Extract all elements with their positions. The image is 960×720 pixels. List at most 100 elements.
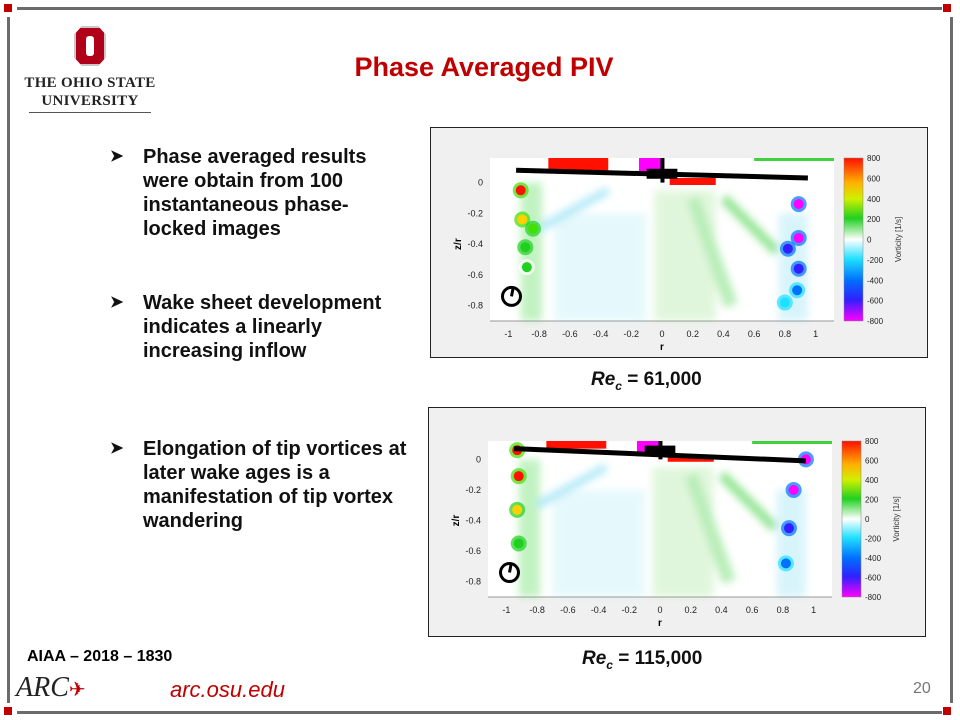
- vorticity-band: [752, 441, 832, 444]
- tip-vortex-core: [779, 297, 790, 308]
- tip-vortex-core: [793, 199, 804, 210]
- frame-right-line: [950, 17, 953, 703]
- logo-line1: THE OHIO STATE: [24, 75, 156, 91]
- phase-clock-hand: [510, 288, 515, 297]
- tip-vortex-column: [518, 459, 541, 597]
- vorticity-region-positive: [548, 158, 609, 171]
- frame-left-line: [7, 17, 10, 703]
- phase-clock-hand: [508, 564, 513, 573]
- wake-region-cyan: [554, 213, 647, 321]
- bullet-text: Elongation of tip vortices at later wake…: [143, 438, 407, 532]
- colorbar-tick-label: 0: [865, 515, 870, 524]
- colorbar-tick-label: -800: [865, 593, 882, 602]
- corner-square: [943, 4, 951, 12]
- wake-region-green: [652, 467, 714, 597]
- bullet-item: ➤ Elongation of tip vortices at later wak…: [110, 437, 410, 533]
- colorbar-label: Vorticity [1/s]: [894, 217, 903, 262]
- tip-vortex-core: [784, 523, 794, 534]
- logo-line2: UNIVERSITY: [29, 92, 151, 113]
- y-tick-label: -0.8: [467, 301, 483, 311]
- vorticity-band: [754, 158, 834, 161]
- colorbar-tick-label: 400: [867, 195, 881, 204]
- x-tick-label: 0.4: [717, 329, 730, 339]
- colorbar-tick-label: -600: [865, 574, 882, 583]
- phase-clock-icon: [499, 562, 520, 584]
- wake-field: [520, 182, 808, 321]
- block-o-icon: [74, 26, 106, 66]
- tip-vortex-core: [782, 243, 793, 254]
- colorbar-tick-label: -600: [867, 297, 884, 306]
- x-tick-label: -0.6: [562, 329, 578, 339]
- vorticity-region-positive: [546, 441, 607, 449]
- arrow-bullet-icon: ➤: [110, 148, 124, 165]
- colorbar-tick-label: 400: [865, 476, 879, 485]
- x-tick-label: -1: [504, 329, 512, 339]
- phase-clock-icon: [501, 285, 522, 307]
- vorticity-region-positive: [669, 177, 716, 185]
- x-axis-label: r: [660, 342, 664, 353]
- x-tick-label: -0.2: [622, 605, 638, 615]
- x-tick-label: -1: [502, 605, 510, 615]
- x-tick-label: 0: [659, 329, 664, 339]
- rotor-shaft: [660, 158, 665, 183]
- x-tick-label: 1: [811, 605, 816, 615]
- frame-bottom-line: [17, 711, 942, 714]
- colorbar-tick-label: -200: [865, 535, 882, 544]
- arrow-bullet-icon: ➤: [110, 294, 124, 311]
- tip-vortex-core: [521, 262, 532, 273]
- rotor-shaft: [658, 441, 663, 460]
- wake-region-green: [654, 190, 716, 321]
- arc-logo: ARC✈: [16, 672, 86, 703]
- x-tick-label: -0.8: [529, 605, 545, 615]
- tip-vortex-core: [515, 185, 526, 196]
- x-tick-label: -0.6: [560, 605, 576, 615]
- bullet-item: ➤ Wake sheet development indicates a line…: [110, 291, 410, 363]
- corner-square: [4, 707, 12, 715]
- piv-plot-re61000: -1 -0.8 -0.6 -0.4 -0.2 0 0.2 0.4 0.6 0.8 1 0 -0.2 -0.…: [430, 127, 928, 358]
- wake-region-cyan: [552, 489, 645, 597]
- colorbar-label: Vorticity [1/s]: [892, 496, 901, 541]
- colorbar: [843, 157, 864, 322]
- tip-vortex-core: [513, 471, 524, 482]
- x-tick-label: -0.8: [531, 329, 547, 339]
- colorbar-tick-label: 600: [865, 457, 879, 466]
- osu-logo: THE OHIO STATE UNIVERSITY: [20, 26, 160, 113]
- x-tick-label: -0.4: [593, 329, 609, 339]
- x-tick-label: 0: [657, 605, 662, 615]
- y-tick-label: 0: [478, 178, 483, 188]
- y-axis-label: z/r: [453, 238, 464, 250]
- colorbar-tick-label: 800: [867, 154, 881, 163]
- colorbar-tick-label: 600: [867, 174, 881, 183]
- tip-vortex-core: [513, 538, 524, 549]
- colorbar-tick-label: -200: [867, 256, 884, 265]
- wake-sheet-right: [719, 194, 781, 256]
- tip-vortex-core: [520, 242, 531, 253]
- website-link[interactable]: arc.osu.edu: [170, 677, 285, 702]
- colorbar-tick-label: 0: [867, 236, 872, 245]
- corner-square: [943, 707, 951, 715]
- x-axis-label: r: [658, 618, 662, 629]
- x-tick-label: 0.6: [746, 605, 759, 615]
- arrow-bullet-icon: ➤: [110, 440, 124, 457]
- y-tick-label: -0.2: [467, 208, 483, 218]
- colorbar-tick-label: 200: [867, 215, 881, 224]
- tip-vortex-core: [793, 232, 804, 243]
- colorbar-tick-label: -400: [865, 554, 882, 563]
- x-tick-label: 0.2: [686, 329, 699, 339]
- caption-re61000: Rec = 61,000: [591, 369, 702, 393]
- x-tick-label: 0.2: [684, 605, 697, 615]
- frame-top-line: [17, 7, 942, 10]
- bullet-text: Wake sheet development indicates a linea…: [143, 292, 382, 362]
- wake-sheet-right: [717, 471, 779, 532]
- colorbar-tick-label: -400: [867, 276, 884, 285]
- tip-vortex-core: [528, 223, 538, 234]
- x-tick-label: 0.8: [779, 329, 792, 339]
- tip-vortex-column: [776, 489, 806, 597]
- tip-vortex-core: [512, 504, 523, 515]
- x-tick-label: 0.4: [715, 605, 728, 615]
- paper-reference: AIAA – 2018 – 1830: [27, 648, 173, 665]
- wake-sheet-left: [535, 463, 609, 509]
- page-number: 20: [913, 680, 931, 697]
- colorbar: [841, 440, 862, 598]
- x-tick-label: -0.2: [624, 329, 640, 339]
